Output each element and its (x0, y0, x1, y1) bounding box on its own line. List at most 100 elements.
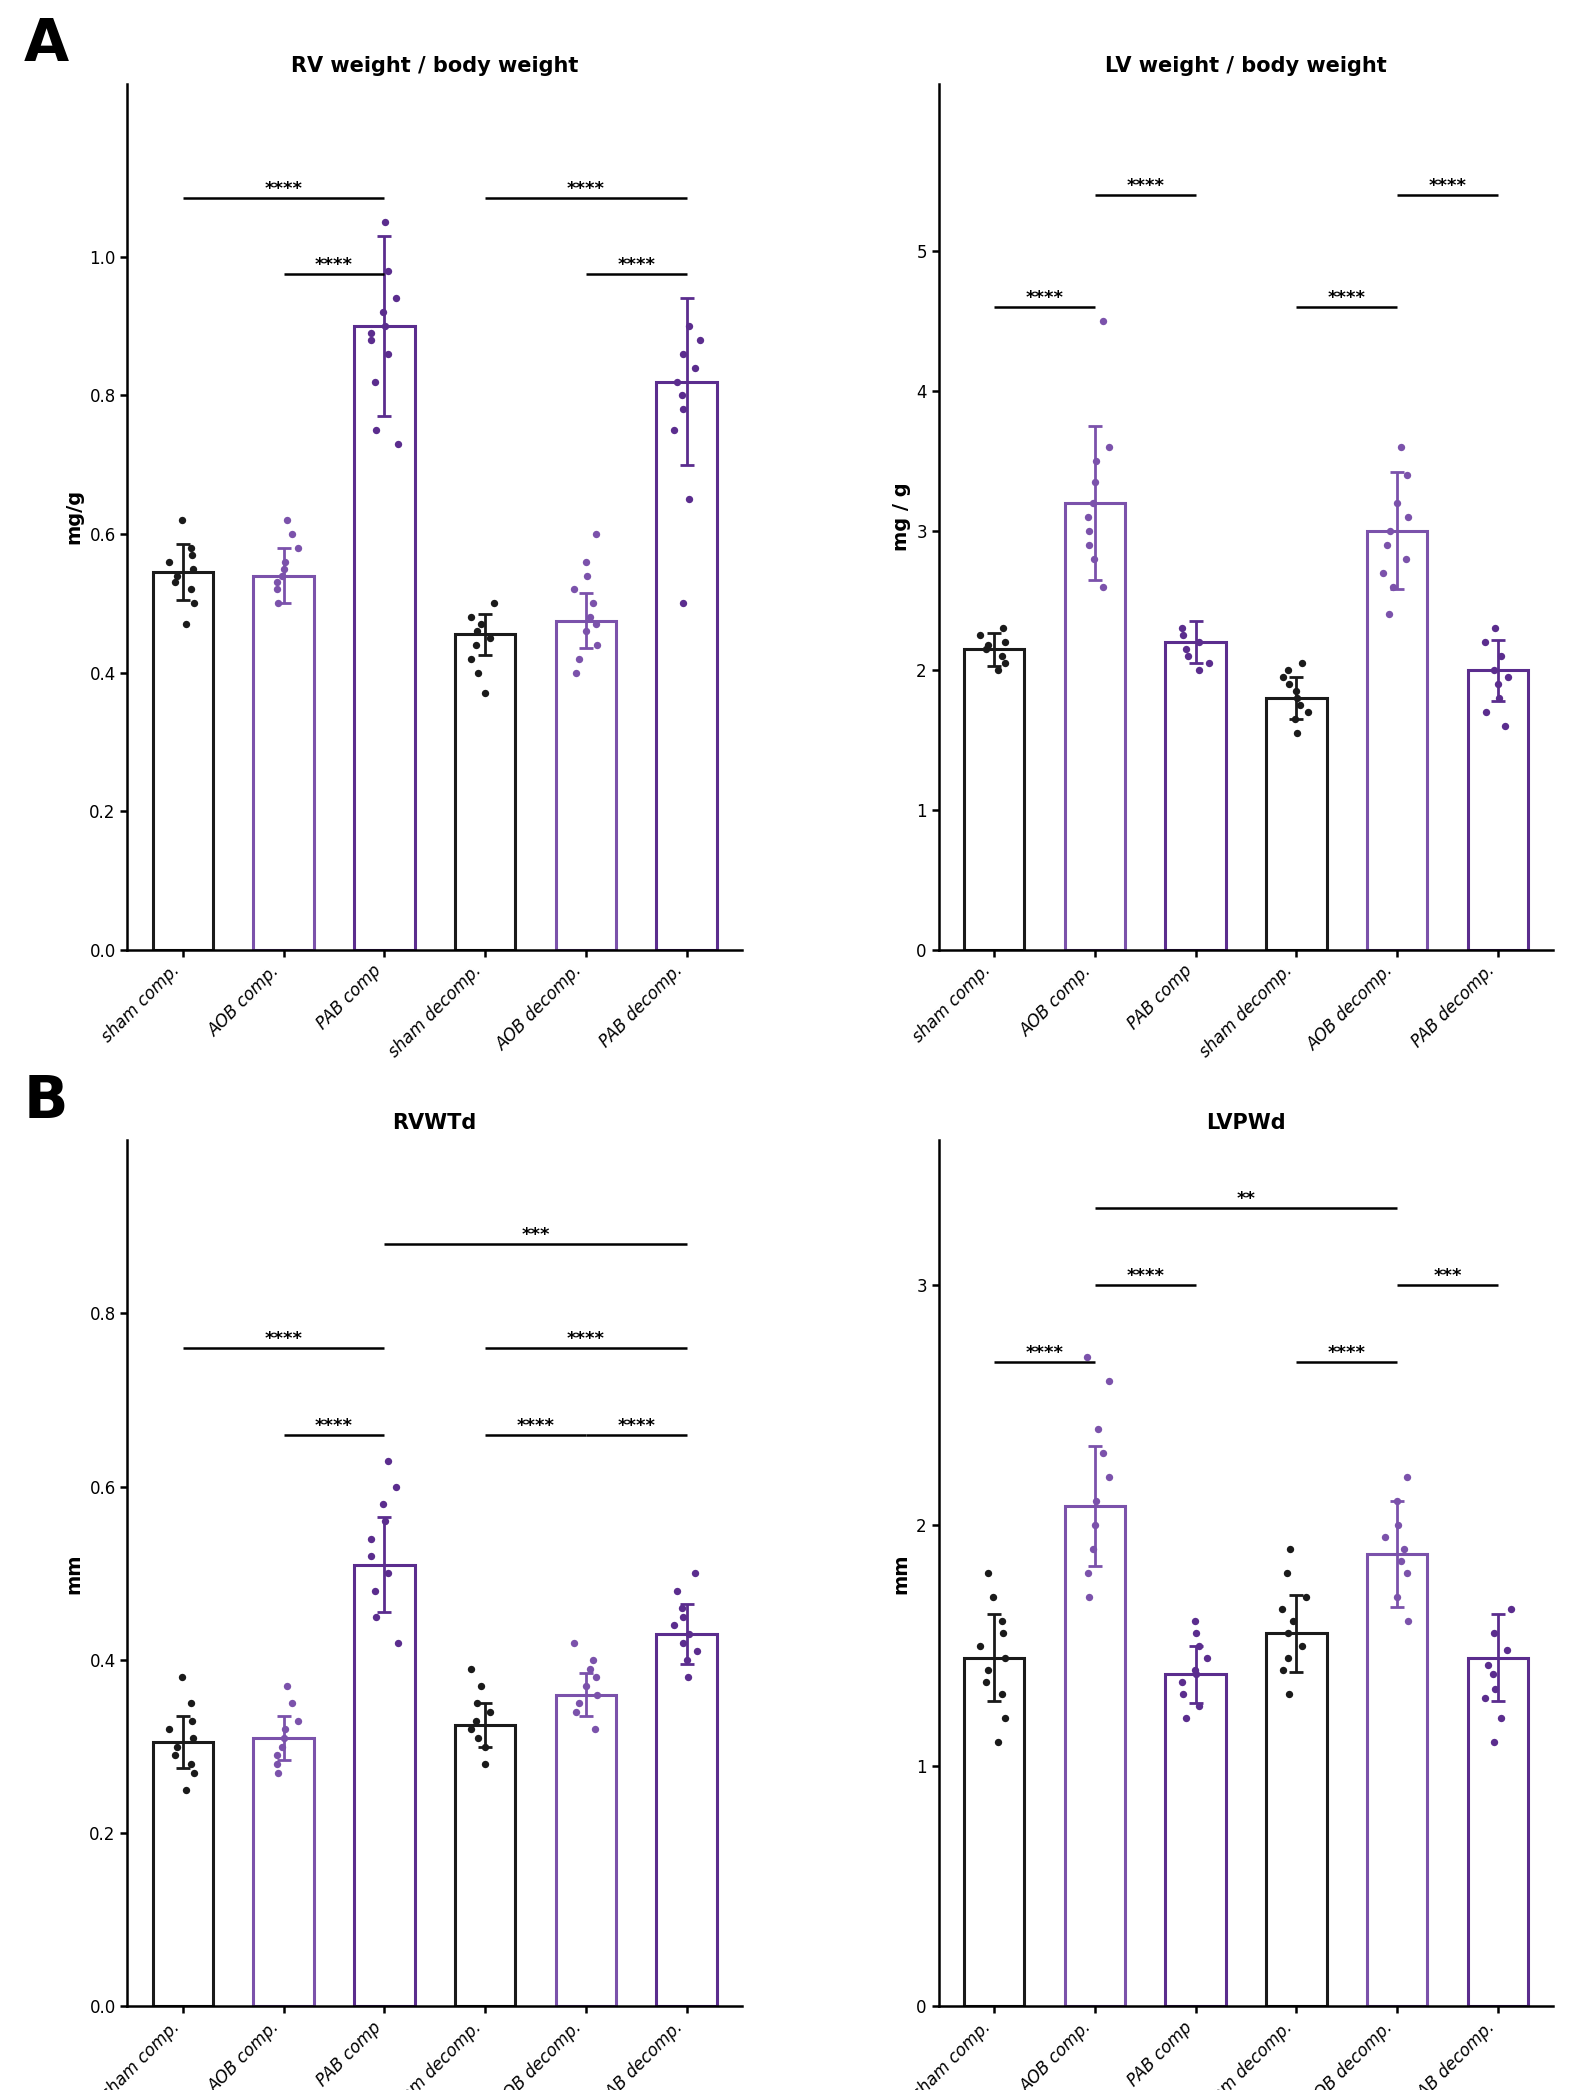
Text: ***: *** (521, 1227, 550, 1244)
Point (573, 545, 599, 579)
Text: A: A (24, 17, 68, 73)
Point (156, 1712, 182, 1745)
Point (371, 1488, 397, 1522)
Title: LVPWd: LVPWd (1206, 1114, 1286, 1133)
Point (1169, 612, 1195, 646)
Text: ****: **** (616, 257, 655, 274)
Point (562, 573, 588, 606)
Point (580, 1643, 605, 1676)
Point (1096, 431, 1121, 464)
Point (1270, 660, 1295, 694)
Text: ****: **** (264, 1329, 303, 1348)
Bar (1166, 1674, 1225, 2006)
Point (1481, 1618, 1507, 1651)
Point (1085, 1413, 1110, 1446)
Point (1394, 458, 1419, 491)
Point (363, 1601, 389, 1634)
Point (178, 531, 204, 564)
Point (973, 633, 999, 667)
Point (269, 558, 295, 591)
Point (580, 587, 605, 621)
Point (1381, 571, 1407, 604)
Point (271, 552, 296, 585)
Point (264, 573, 290, 606)
Point (1388, 1545, 1413, 1578)
Point (583, 1662, 609, 1695)
Point (279, 1687, 304, 1720)
Point (374, 336, 400, 370)
Point (1090, 1436, 1115, 1469)
Point (464, 1703, 489, 1737)
Point (264, 1739, 290, 1772)
Point (1488, 1701, 1513, 1735)
Point (274, 1670, 299, 1703)
Bar (556, 621, 616, 949)
Text: **: ** (1236, 1189, 1255, 1208)
Point (1196, 646, 1222, 679)
Point (992, 1701, 1018, 1735)
Point (564, 656, 589, 690)
Point (1172, 1701, 1198, 1735)
Point (1091, 571, 1117, 604)
Point (1169, 1676, 1195, 1710)
Point (984, 654, 1010, 688)
Bar (1064, 504, 1125, 949)
Bar (1367, 1555, 1427, 2006)
Bar (354, 1565, 414, 2006)
Point (478, 621, 503, 654)
Point (1182, 1653, 1207, 1687)
Point (1388, 431, 1413, 464)
Bar (964, 1657, 1024, 2006)
Point (973, 1666, 999, 1699)
Point (1394, 1557, 1419, 1590)
Point (573, 614, 599, 648)
Point (1169, 1666, 1195, 1699)
Point (671, 336, 696, 370)
Point (386, 1626, 411, 1659)
Point (583, 516, 609, 550)
Point (266, 587, 292, 621)
Point (468, 608, 494, 642)
Point (1395, 1461, 1421, 1494)
Point (178, 1747, 204, 1781)
Text: ****: **** (516, 1417, 554, 1434)
Point (1481, 1724, 1507, 1758)
Point (1075, 1557, 1101, 1590)
Point (264, 566, 290, 600)
Point (1082, 1509, 1107, 1542)
Point (583, 1678, 609, 1712)
Point (1083, 1484, 1109, 1517)
Bar (964, 650, 1024, 949)
Point (573, 1670, 599, 1703)
Point (989, 1676, 1015, 1710)
Text: ****: **** (1126, 178, 1164, 194)
Point (1184, 1657, 1209, 1691)
Point (669, 1590, 695, 1624)
Bar (1166, 642, 1225, 949)
Point (1289, 1628, 1314, 1662)
Point (677, 483, 703, 516)
Point (363, 414, 389, 447)
Point (674, 1643, 699, 1676)
Text: ****: **** (315, 1417, 354, 1434)
Point (1169, 619, 1195, 652)
Point (577, 1651, 602, 1685)
Text: ****: **** (1327, 1344, 1365, 1361)
Point (1395, 1605, 1421, 1639)
Point (1080, 1532, 1106, 1565)
Point (671, 587, 696, 621)
Point (464, 629, 489, 663)
Point (1276, 667, 1301, 700)
Point (984, 1724, 1010, 1758)
Point (1185, 625, 1211, 658)
Point (162, 1739, 188, 1772)
Point (683, 351, 709, 385)
Point (583, 629, 609, 663)
Point (1075, 500, 1101, 533)
Y-axis label: mg / g: mg / g (892, 483, 911, 552)
Point (1376, 598, 1402, 631)
Point (1289, 646, 1314, 679)
Point (683, 1557, 709, 1590)
Point (989, 1605, 1015, 1639)
Point (967, 1628, 992, 1662)
